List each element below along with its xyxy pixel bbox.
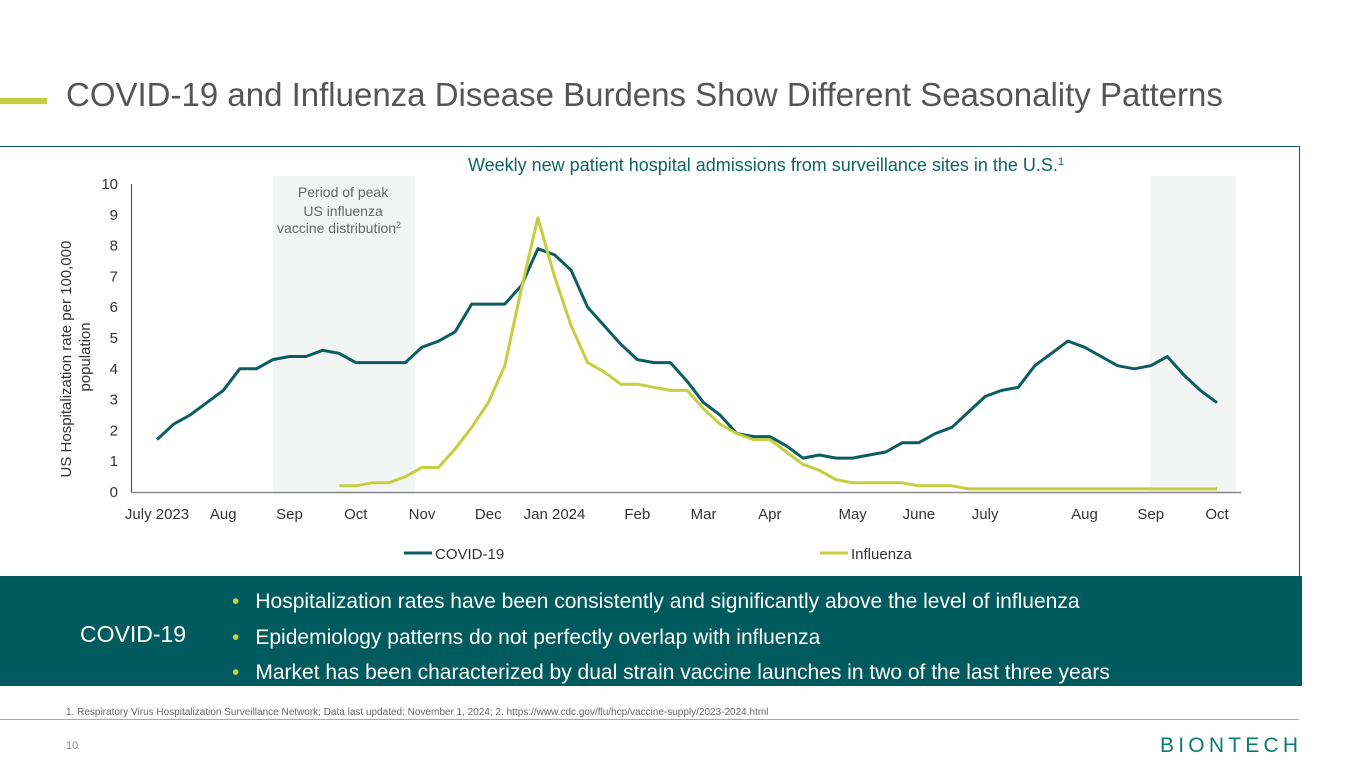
y-tick-label: 6 xyxy=(110,299,118,316)
x-tick-label: Dec xyxy=(475,506,502,523)
chart-title-text: Weekly new patient hospital admissions f… xyxy=(468,155,1058,175)
page-number: 10 xyxy=(66,740,78,752)
annotation-line: vaccine distribution xyxy=(277,220,396,236)
bullet: Market has been characterized by dual st… xyxy=(232,655,1109,691)
x-tick-label: Oct xyxy=(1205,506,1229,523)
y-axis-label: US Hospitalization rate per 100,000 popu… xyxy=(58,237,94,478)
x-tick-label: Jan 2024 xyxy=(524,506,586,523)
y-tick-label: 3 xyxy=(110,392,118,409)
bullet: Epidemiology patterns do not perfectly o… xyxy=(232,620,1110,656)
shaded-period xyxy=(273,176,415,492)
annotation: Period of peak US influenza vaccine dist… xyxy=(277,184,401,236)
bullet-list: Hospitalization rates have been consiste… xyxy=(232,584,1110,691)
legend-label: Influenza xyxy=(851,546,913,563)
y-tick-label: 4 xyxy=(110,361,118,378)
y-tick-label: 7 xyxy=(110,268,118,285)
y-axis-label-line: US Hospitalization rate per 100,000 xyxy=(58,241,75,478)
shaded-period xyxy=(1150,176,1236,492)
x-tick-label: Apr xyxy=(758,506,781,523)
banner: COVID-19 Hospitalization rates have been… xyxy=(0,576,1302,686)
series-line xyxy=(339,216,1217,491)
y-tick-label: 5 xyxy=(110,330,118,347)
title-accent xyxy=(0,98,47,104)
series-line xyxy=(155,247,1218,460)
banner-label: COVID-19 xyxy=(80,621,187,647)
legend-label: COVID-19 xyxy=(435,546,504,563)
y-tick-label: 10 xyxy=(101,176,118,193)
x-tick-label: July 2023 xyxy=(125,506,189,523)
x-tick-label: Aug xyxy=(1071,506,1098,523)
annotation-line: US influenza xyxy=(303,203,383,219)
y-tick-label: 9 xyxy=(110,207,118,224)
y-tick-label: 2 xyxy=(110,422,118,439)
footnote: 1. Respiratory Virus Hospitalization Sur… xyxy=(66,707,768,718)
y-tick-label: 8 xyxy=(110,238,118,255)
logo: BIONTECH xyxy=(1160,734,1300,757)
x-tick-label: Sep xyxy=(1137,506,1164,523)
chart-title: Weekly new patient hospital admissions f… xyxy=(468,155,1064,175)
annotation-line: Period of peak xyxy=(298,184,389,200)
x-tick-label: July xyxy=(972,506,999,523)
y-tick-label: 0 xyxy=(110,484,118,501)
x-tick-label: Nov xyxy=(409,506,436,523)
x-tick-label: May xyxy=(838,506,867,523)
x-tick-label: Sep xyxy=(276,506,303,523)
y-axis-label-line: population xyxy=(77,322,94,391)
bullet: Hospitalization rates have been consiste… xyxy=(232,584,1110,620)
x-tick-label: Feb xyxy=(624,506,650,523)
slide-title: COVID-19 and Influenza Disease Burdens S… xyxy=(66,76,1223,113)
x-tick-label: Mar xyxy=(691,506,717,523)
x-tick-label: June xyxy=(903,506,936,523)
x-tick-label: Aug xyxy=(210,506,237,523)
chart-title-sup: 1 xyxy=(1058,156,1064,168)
x-tick-label: Oct xyxy=(344,506,368,523)
y-tick-label: 1 xyxy=(110,453,118,470)
annotation-sup: 2 xyxy=(396,220,401,230)
